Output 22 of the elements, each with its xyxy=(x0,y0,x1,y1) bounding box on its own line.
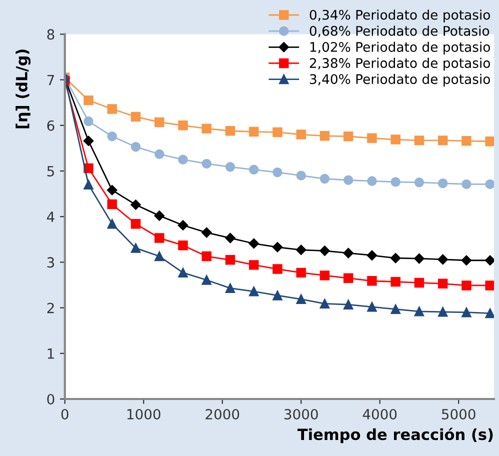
legend-label: 2,38% Periodato de potasio xyxy=(310,58,490,71)
y-tick-label: 4 xyxy=(46,212,54,222)
y-tick-label: 0 xyxy=(47,394,54,404)
legend-label: 3,40% Periodato de potasio xyxy=(310,74,490,87)
y-tick-label: 7 xyxy=(47,74,54,86)
x-tick-label: 1000 xyxy=(127,408,160,420)
x-tick-label: 3000 xyxy=(284,408,318,420)
legend-label: 0,68% Periodato de Potasio xyxy=(310,26,490,38)
x-tick-label: 0 xyxy=(61,408,68,420)
x-tick-label: 5000 xyxy=(442,408,476,420)
legend-label: 1,02% Periodato de potasio xyxy=(310,42,490,54)
x-tick-label: 2000 xyxy=(206,408,240,420)
x-tick-label: 4000 xyxy=(362,408,397,420)
y-tick-label: 6 xyxy=(47,120,54,131)
legend-label: 0,34% Periodato de potasio xyxy=(310,10,490,22)
x-axis-title: Tiempo de reacción (s) xyxy=(297,428,493,444)
y-tick-label: 8 xyxy=(47,29,54,40)
y-tick-label: 1 xyxy=(48,348,54,359)
y-tick-label: 3 xyxy=(47,257,54,268)
y-tick-label: 2 xyxy=(47,302,54,314)
y-tick-label: 5 xyxy=(47,166,54,176)
y-axis-title: [η] (dL/g) xyxy=(16,50,31,128)
